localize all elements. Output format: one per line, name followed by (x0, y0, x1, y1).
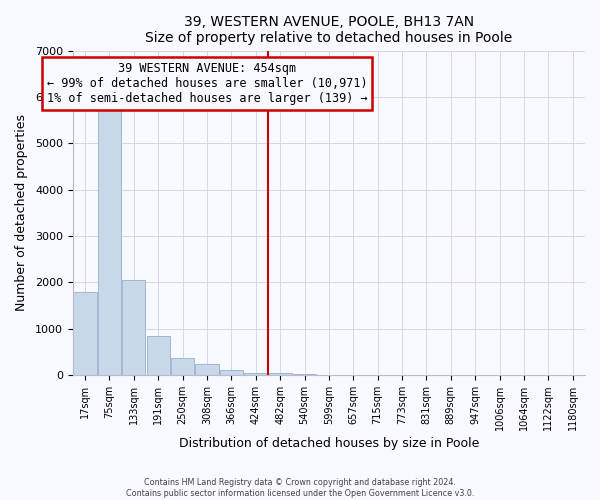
Bar (98, 110, 121, 375)
Bar (73, 292, 97, 375)
Bar (196, 364, 218, 375)
Bar (146, 336, 170, 375)
Bar (171, 358, 194, 375)
Y-axis label: Number of detached properties: Number of detached properties (15, 114, 28, 311)
Bar (269, 374, 292, 375)
Bar (244, 372, 268, 375)
X-axis label: Distribution of detached houses by size in Poole: Distribution of detached houses by size … (179, 437, 479, 450)
Bar (122, 280, 145, 375)
Text: 39 WESTERN AVENUE: 454sqm
← 99% of detached houses are smaller (10,971)
1% of se: 39 WESTERN AVENUE: 454sqm ← 99% of detac… (47, 62, 367, 105)
Bar (220, 370, 243, 375)
Title: 39, WESTERN AVENUE, POOLE, BH13 7AN
Size of property relative to detached houses: 39, WESTERN AVENUE, POOLE, BH13 7AN Size… (145, 15, 512, 45)
Text: Contains HM Land Registry data © Crown copyright and database right 2024.
Contai: Contains HM Land Registry data © Crown c… (126, 478, 474, 498)
